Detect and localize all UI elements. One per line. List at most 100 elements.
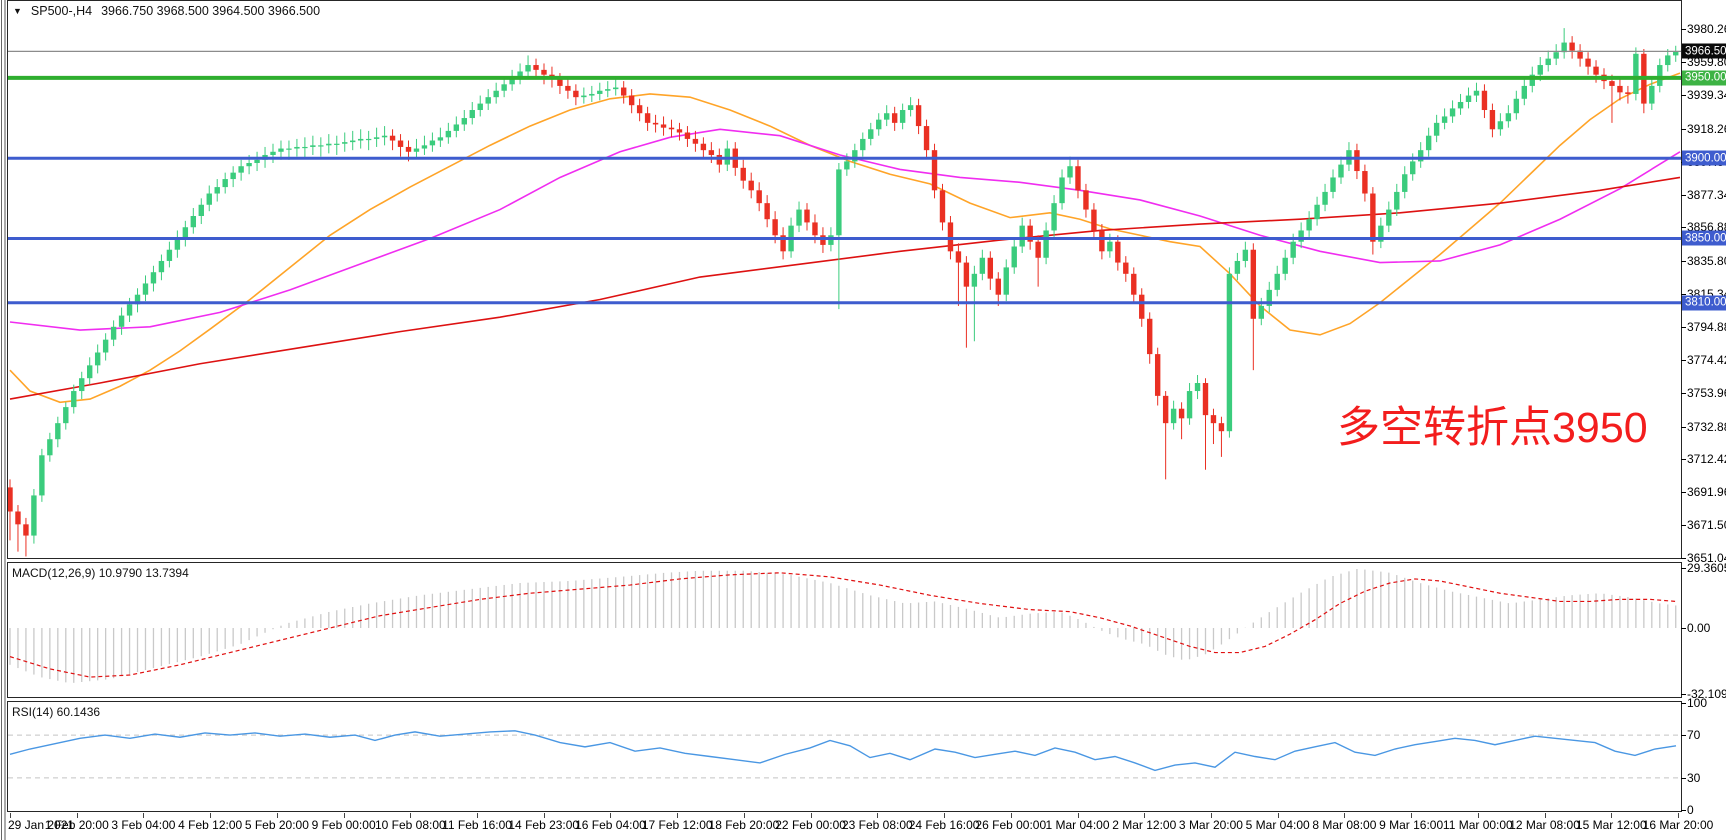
candle xyxy=(63,407,69,424)
time-axis-tick xyxy=(1077,813,1079,818)
candle xyxy=(1505,113,1512,122)
time-axis-label: 8 Mar 08:00 xyxy=(1312,818,1377,832)
price-axis-label: 3753.960 xyxy=(1687,385,1726,400)
candle xyxy=(1178,408,1185,419)
time-axis-tick xyxy=(1277,813,1279,818)
time-axis-label: 16 Feb 04:00 xyxy=(575,818,646,832)
price-axis-tick xyxy=(1681,261,1686,263)
price-axis-tick xyxy=(1681,128,1686,130)
time-axis-tick xyxy=(343,813,345,818)
candle xyxy=(1027,225,1033,242)
time-axis-tick xyxy=(276,813,278,818)
candle xyxy=(334,143,340,145)
candle xyxy=(1370,193,1376,242)
candle xyxy=(1521,85,1527,99)
price-axis-tick xyxy=(1681,327,1686,328)
rsi-panel[interactable] xyxy=(7,701,1682,812)
main-chart-panel[interactable] xyxy=(7,0,1682,559)
price-axis-label: 3877.340 xyxy=(1687,187,1726,202)
candlestick-chart xyxy=(8,28,1681,557)
macd-axis-tick xyxy=(1681,628,1686,629)
macd-axis-tick xyxy=(1681,693,1686,695)
price-axis-tick xyxy=(1681,29,1686,31)
candle xyxy=(963,262,970,287)
candle xyxy=(756,190,762,204)
time-axis-tick xyxy=(1344,813,1346,818)
candle xyxy=(1441,116,1448,123)
candle xyxy=(1402,174,1408,192)
price-axis-label: 3732.880 xyxy=(1687,419,1726,434)
candle xyxy=(923,126,930,151)
candle xyxy=(1410,161,1416,175)
candle xyxy=(389,135,396,141)
rsi-axis-label: 100 xyxy=(1687,696,1708,710)
rsi-axis-label: 30 xyxy=(1687,770,1701,785)
candle xyxy=(1394,191,1400,210)
time-axis-label: 5 Mar 04:00 xyxy=(1245,818,1310,832)
ma-slow-red xyxy=(9,176,1681,400)
candle xyxy=(1553,52,1559,59)
candle xyxy=(1170,408,1177,424)
candle xyxy=(461,118,467,125)
rsi-axis-tick xyxy=(1681,703,1686,704)
candle xyxy=(1051,203,1057,231)
candle xyxy=(166,249,173,261)
candle xyxy=(429,140,436,146)
candle xyxy=(979,257,986,274)
candle xyxy=(318,145,324,147)
macd-panel[interactable] xyxy=(7,562,1682,698)
candle xyxy=(1649,85,1655,104)
candle xyxy=(589,93,595,96)
candle xyxy=(1577,50,1583,59)
candle xyxy=(1561,42,1567,53)
macd-axis-label: 0.00 xyxy=(1687,621,1711,635)
candle xyxy=(724,148,730,165)
window-left-splitter[interactable] xyxy=(4,0,6,840)
candle xyxy=(246,163,252,167)
candle xyxy=(1497,121,1504,130)
price-axis-label: 3774.420 xyxy=(1687,352,1726,367)
candle xyxy=(780,235,786,252)
candle xyxy=(342,142,348,144)
candle xyxy=(150,272,157,284)
candle xyxy=(533,65,539,70)
time-axis-tick xyxy=(1678,813,1679,818)
macd-signal-line xyxy=(9,572,1677,678)
time-axis-label: 1 Feb 20:00 xyxy=(44,818,109,832)
candle xyxy=(1282,257,1288,274)
chart-header: ▼ SP500-,H4 3966.750 3968.500 3964.500 3… xyxy=(13,4,320,18)
candle xyxy=(214,187,220,194)
candle xyxy=(222,179,228,188)
candle xyxy=(477,103,483,111)
time-axis-tick xyxy=(1210,813,1212,818)
candle xyxy=(174,238,181,250)
candle xyxy=(772,219,778,236)
candle xyxy=(1290,241,1296,258)
candle xyxy=(230,172,236,180)
candle xyxy=(1194,383,1201,392)
candle xyxy=(47,439,53,456)
candle xyxy=(517,71,523,78)
candle xyxy=(1067,166,1073,178)
time-axis-label: 1 Mar 04:00 xyxy=(1045,818,1110,832)
time-axis-label: 17 Feb 12:00 xyxy=(641,818,713,832)
candle xyxy=(206,193,212,205)
candle xyxy=(884,113,890,120)
candle xyxy=(445,130,452,138)
time-axis-tick xyxy=(1010,813,1012,818)
time-axis-tick xyxy=(810,813,812,818)
candle xyxy=(557,79,563,86)
symbol-dropdown-icon[interactable]: ▼ xyxy=(13,6,22,16)
candle xyxy=(1250,249,1257,319)
candle xyxy=(939,190,946,223)
candle xyxy=(1378,225,1384,242)
candle xyxy=(891,113,898,123)
candle xyxy=(1147,318,1153,355)
candle xyxy=(1139,294,1145,319)
price-axis-tick xyxy=(1681,557,1686,559)
candle xyxy=(652,122,659,125)
candle xyxy=(1617,85,1623,93)
candle xyxy=(676,129,683,133)
candle xyxy=(660,124,667,128)
candle xyxy=(1665,55,1671,66)
